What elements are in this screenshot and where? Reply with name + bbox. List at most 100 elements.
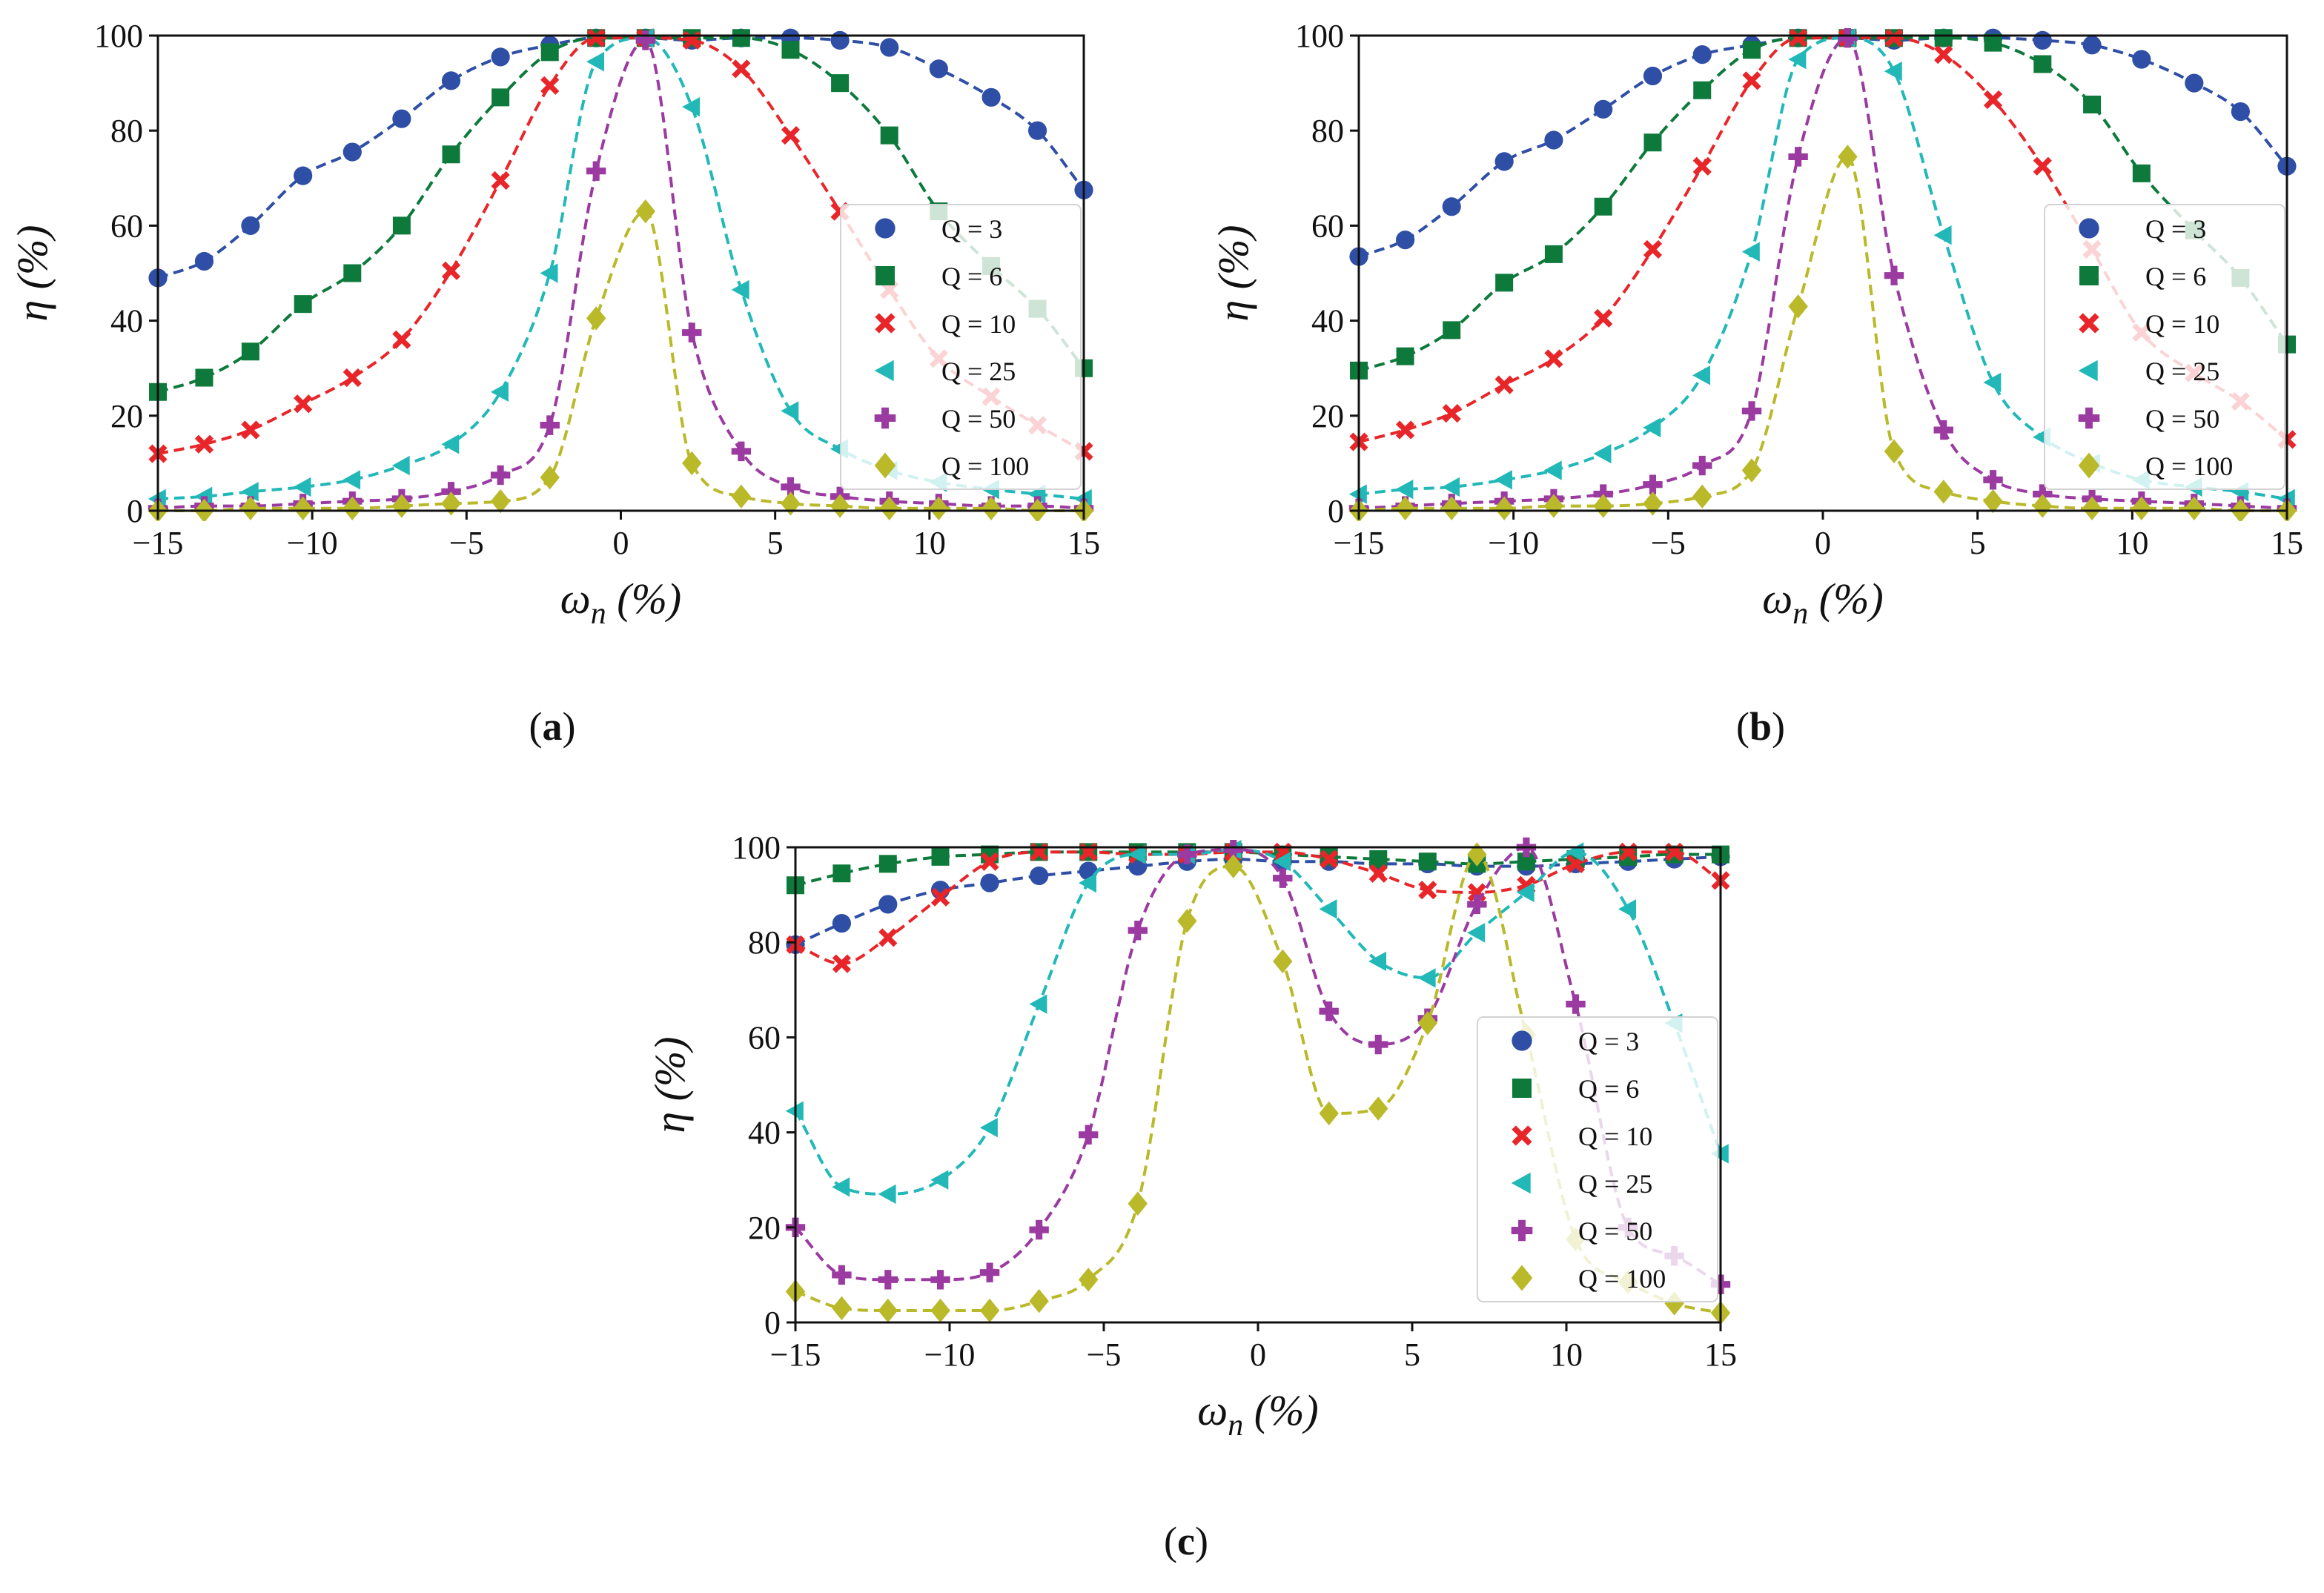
data-point	[441, 491, 461, 516]
data-point	[1494, 375, 1514, 394]
data-point	[635, 199, 656, 224]
data-point	[1320, 850, 1339, 869]
data-point	[981, 496, 1002, 520]
data-point	[1395, 496, 1415, 520]
y-tick-label: 40	[1311, 303, 1344, 340]
data-point	[490, 489, 511, 514]
data-point	[1693, 81, 1712, 99]
data-point	[781, 41, 800, 59]
data-point	[878, 855, 897, 873]
data-point	[732, 59, 751, 79]
data-point	[1396, 347, 1414, 365]
data-point	[586, 306, 606, 331]
y-tick-label: 100	[1295, 18, 1344, 54]
data-point	[491, 88, 510, 107]
data-point	[391, 455, 410, 476]
data-point	[1692, 45, 1712, 64]
data-point	[1884, 265, 1904, 285]
y-tick-label: 0	[127, 493, 143, 529]
data-point	[930, 1270, 950, 1290]
data-point	[1884, 28, 1904, 47]
data-point	[1692, 156, 1712, 176]
data-point	[490, 382, 509, 402]
data-point	[1741, 242, 1760, 262]
x-tick-label: 5	[1970, 525, 1986, 561]
data-point	[781, 491, 801, 516]
data-point	[2033, 55, 2052, 73]
legend-marker	[2079, 266, 2099, 285]
y-tick-label: 20	[748, 1210, 781, 1246]
data-point	[392, 109, 411, 128]
data-point	[1418, 852, 1437, 871]
data-point	[441, 261, 461, 280]
data-point	[929, 496, 949, 520]
data-point	[1933, 480, 1953, 504]
data-point	[1788, 49, 1807, 70]
data-point	[878, 895, 898, 914]
legend-label: Q = 10	[2145, 309, 2219, 339]
data-point	[1544, 245, 1563, 263]
x-tick-label: 15	[1067, 525, 1100, 561]
data-point	[1442, 197, 1461, 216]
data-point	[1544, 349, 1563, 368]
legend-marker	[1511, 1172, 1531, 1194]
x-tick-label: 5	[1404, 1337, 1420, 1373]
data-point	[781, 477, 801, 497]
data-point	[490, 465, 511, 486]
data-point	[1319, 1101, 1339, 1126]
legend-marker	[1511, 1265, 1533, 1291]
y-axis-label: η (%)	[1209, 225, 1257, 321]
data-point	[1618, 899, 1636, 919]
data-point	[1984, 33, 2002, 52]
data-point	[294, 394, 313, 414]
data-point	[1543, 460, 1562, 480]
data-point	[1442, 403, 1461, 423]
data-point	[832, 864, 851, 883]
y-tick-label: 60	[748, 1019, 781, 1056]
data-point	[1319, 899, 1337, 919]
series-line	[157, 39, 1085, 510]
data-point	[1983, 489, 2003, 514]
data-point	[830, 494, 850, 518]
data-point	[2131, 496, 2152, 520]
data-point	[682, 451, 702, 476]
x-axis-label: ωn (%)	[560, 574, 681, 631]
data-point	[1566, 994, 1586, 1014]
data-point	[1692, 484, 1712, 509]
data-point	[294, 166, 313, 185]
data-point	[241, 342, 259, 361]
data-point	[1495, 274, 1514, 292]
data-point	[979, 1298, 1000, 1323]
data-point	[540, 465, 560, 490]
data-point	[2082, 496, 2102, 520]
data-point	[2033, 494, 2053, 518]
legend-label: Q = 10	[941, 309, 1016, 339]
x-tick-label: −10	[924, 1337, 976, 1373]
y-tick-label: 100	[94, 18, 143, 54]
x-tick-label: 0	[1250, 1337, 1266, 1373]
data-point	[830, 30, 850, 50]
legend: Q = 3 Q = 6 Q = 10 Q = 25 Q = 50 Q = 100	[840, 204, 1082, 490]
y-tick-label: 60	[110, 208, 143, 244]
series-line	[158, 210, 1084, 512]
data-point	[342, 470, 361, 490]
data-point	[293, 477, 311, 497]
legend-marker	[1512, 1079, 1532, 1098]
legend-marker	[2079, 313, 2099, 334]
data-point	[241, 420, 260, 440]
legend-marker	[875, 218, 895, 239]
data-point	[1934, 29, 1953, 47]
data-point	[1443, 321, 1461, 340]
data-point	[880, 38, 899, 57]
data-point	[1223, 840, 1243, 860]
panel-caption: (a)	[529, 704, 576, 749]
data-point	[1395, 479, 1414, 500]
data-point	[540, 415, 560, 435]
data-point	[194, 434, 214, 454]
data-point	[195, 368, 213, 387]
legend-marker	[875, 313, 895, 334]
data-point	[1788, 147, 1808, 167]
data-point	[1128, 844, 1146, 864]
x-tick-label: 0	[613, 525, 629, 561]
